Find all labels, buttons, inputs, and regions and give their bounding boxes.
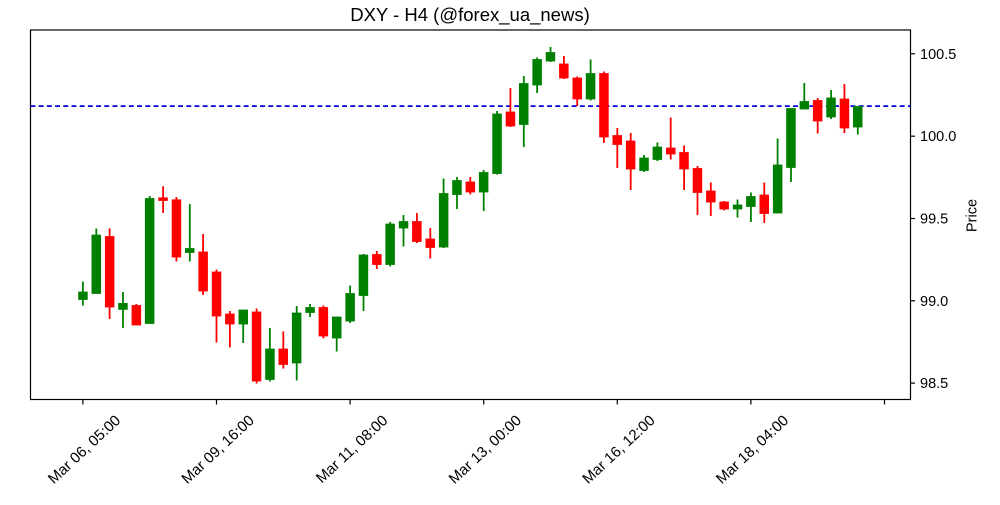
svg-text:99.5: 99.5 xyxy=(920,212,948,228)
svg-text:100.0: 100.0 xyxy=(920,129,956,145)
svg-text:Price: Price xyxy=(965,199,981,232)
svg-text:99.0: 99.0 xyxy=(920,294,948,310)
svg-text:DXY - H4 (@forex_ua_news): DXY - H4 (@forex_ua_news) xyxy=(350,4,590,26)
svg-text:100.5: 100.5 xyxy=(920,47,956,63)
svg-text:98.5: 98.5 xyxy=(920,376,948,392)
